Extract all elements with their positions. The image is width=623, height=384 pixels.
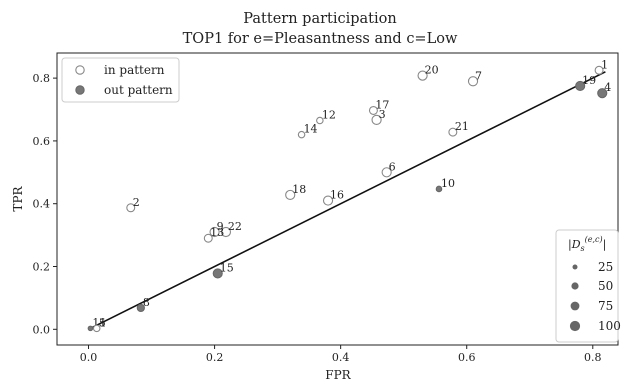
data-point-17 [368, 105, 378, 115]
data-point-10 [435, 185, 443, 193]
point-label-8: 8 [143, 296, 150, 309]
data-point-3 [371, 114, 382, 125]
data-point-9 [209, 226, 220, 238]
point-label-2: 2 [133, 196, 140, 209]
point-label-22: 22 [228, 220, 242, 233]
point-label-13: 13 [210, 226, 224, 239]
data-point-19 [575, 80, 586, 92]
point-label-15: 15 [220, 261, 234, 274]
x-axis-label: FPR [325, 368, 351, 382]
point-label-3: 3 [379, 108, 386, 121]
data-point-11 [87, 325, 94, 332]
size-legend-title-sub: s [581, 244, 585, 253]
y-tick-label: 0.8 [33, 72, 51, 85]
size-legend-box [555, 229, 619, 343]
legend-label-out-pattern: out pattern [104, 83, 173, 97]
point-label-9: 9 [217, 220, 224, 233]
size-legend-marker-25 [572, 264, 578, 270]
x-tick-label: 0.8 [584, 351, 602, 364]
x-tick-label: 0.2 [206, 351, 224, 364]
plot-area [56, 52, 619, 346]
point-label-19: 19 [582, 74, 596, 87]
legend-marker-in-pattern [75, 65, 85, 75]
point-label-10: 10 [441, 177, 455, 190]
y-tick-label: 0.6 [33, 135, 51, 148]
chart-subtitle: TOP1 for e=Pleasantness and c=Low [183, 31, 458, 47]
size-legend-title: |Ds(e,c)| [568, 235, 606, 253]
legend-box [61, 57, 180, 103]
point-label-17: 17 [375, 98, 389, 111]
point-label-16: 16 [330, 189, 344, 202]
size-legend-marker-75 [570, 301, 580, 311]
data-point-13 [203, 233, 213, 243]
data-point-18 [285, 189, 296, 201]
y-tick-label: 0.2 [33, 261, 51, 274]
point-label-12: 12 [322, 109, 336, 122]
y-tick-label: 0.4 [33, 198, 51, 211]
data-point-7 [467, 76, 479, 87]
point-label-14: 14 [304, 123, 318, 136]
data-point-22 [220, 226, 232, 238]
data-point-1 [594, 65, 604, 75]
y-tick-label: 0.0 [33, 323, 51, 336]
point-label-1: 1 [601, 58, 608, 71]
size-legend-title-end: | [603, 238, 607, 252]
axis-ticks: 0.0 0.2 0.4 0.6 0.8 0.0 0.2 0.4 0.6 0.8 [33, 72, 602, 364]
legend: in pattern out pattern [61, 57, 180, 103]
size-legend-title-sup: (e,c) [585, 235, 603, 244]
data-point-6 [381, 167, 392, 178]
point-label-5: 5 [99, 316, 106, 329]
x-tick-label: 0.0 [80, 351, 98, 364]
data-point-21 [448, 127, 458, 137]
size-legend-label-50: 50 [598, 279, 613, 293]
size-legend-label-25: 25 [598, 260, 613, 274]
size-legend-marker-50 [571, 282, 579, 290]
size-legend-title-main: |D [568, 238, 581, 252]
data-point-8 [136, 303, 145, 313]
size-legend-label-75: 75 [598, 299, 613, 313]
data-point-4 [597, 88, 608, 99]
trend-line [88, 71, 606, 331]
data-point-12 [316, 116, 324, 125]
point-label-7: 7 [475, 69, 482, 82]
size-legend-label-100: 100 [598, 319, 621, 333]
size-legend-marker-100 [569, 320, 581, 332]
data-point-5 [92, 324, 101, 333]
data-point-16 [322, 195, 334, 206]
data-point-2 [126, 203, 136, 213]
size-legend: |Ds(e,c)| 25 50 75 100 [555, 229, 621, 343]
data-point-14 [297, 130, 306, 139]
data-point-20 [417, 70, 428, 81]
chart-title: Pattern participation [243, 11, 396, 27]
point-label-20: 20 [425, 64, 439, 77]
legend-marker-out-pattern [75, 85, 85, 95]
point-label-18: 18 [292, 183, 306, 196]
point-label-6: 6 [389, 160, 396, 173]
point-label-21: 21 [455, 120, 469, 133]
data-point-15 [212, 268, 223, 279]
x-tick-label: 0.6 [458, 351, 476, 364]
y-axis-label: TPR [11, 185, 25, 211]
x-tick-label: 0.4 [332, 351, 350, 364]
legend-label-in-pattern: in pattern [104, 63, 165, 77]
point-label-4: 4 [604, 81, 611, 94]
